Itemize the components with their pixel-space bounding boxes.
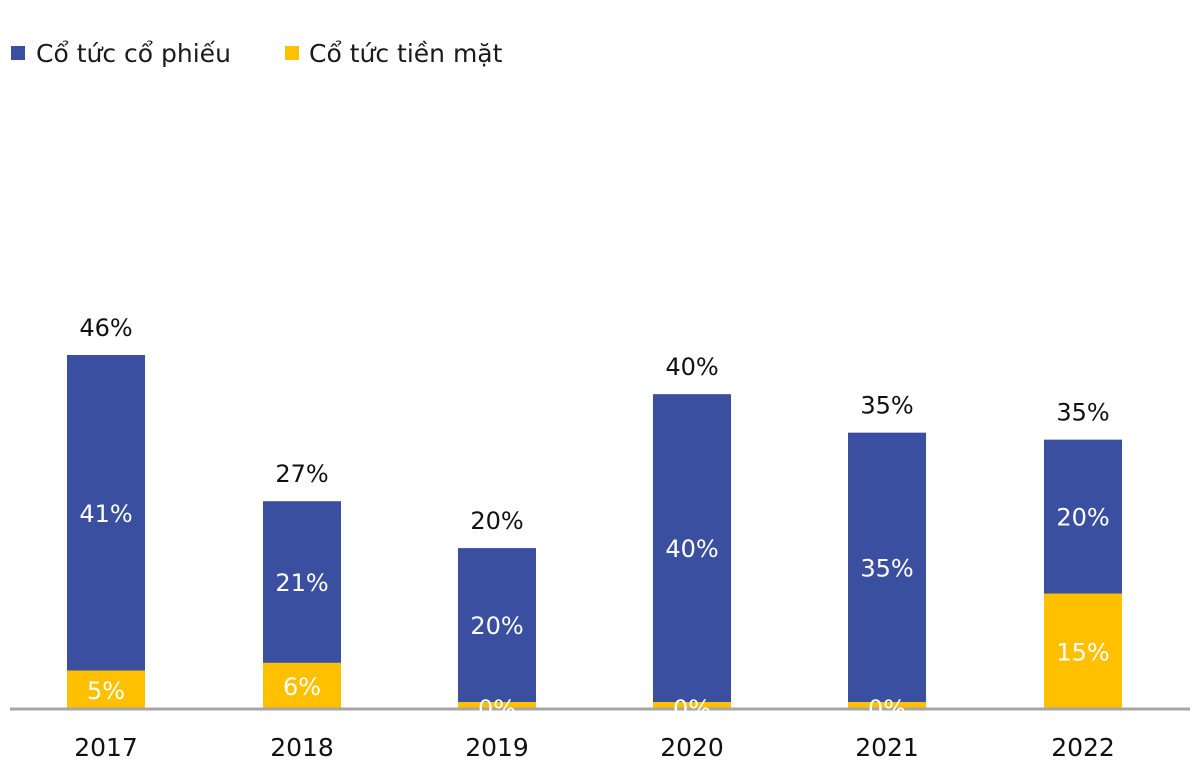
stock-value-label-2020: 40% <box>665 535 718 563</box>
stock-value-label-2018: 21% <box>275 569 328 597</box>
stock-value-label-2022: 20% <box>1056 504 1109 532</box>
bar-stock-2019 <box>458 548 536 702</box>
cash-value-label-2021: 0% <box>868 695 906 723</box>
stock-value-label-2017: 41% <box>79 500 132 528</box>
legend: Cổ tức cổ phiếu Cổ tức tiền mặt <box>11 39 503 68</box>
bar-cash-2021 <box>848 702 926 709</box>
bar-stock-2021 <box>848 432 926 702</box>
cash-value-label-2019: 0% <box>478 695 516 723</box>
legend-label-2: Cổ tức tiền mặt <box>309 39 503 68</box>
cash-value-label-2022: 15% <box>1056 638 1109 666</box>
bar-cash-2022 <box>1044 593 1122 709</box>
x-axis-ticks: 2017 2018 2019 2020 2021 2022 <box>74 733 1115 762</box>
x-tick-2018: 2018 <box>270 733 334 762</box>
x-tick-2017: 2017 <box>74 733 138 762</box>
legend-swatch-2 <box>285 46 299 60</box>
bar-stock-2017 <box>67 355 145 671</box>
bar-stock-2022 <box>1044 439 1122 594</box>
total-label-2020: 40% <box>665 353 718 381</box>
legend-swatch-1 <box>11 46 25 60</box>
x-tick-2020: 2020 <box>660 733 724 762</box>
x-tick-2022: 2022 <box>1051 733 1115 762</box>
cash-value-label-2017: 5% <box>87 677 125 705</box>
total-label-2018: 27% <box>275 460 328 488</box>
bar-stock-2020 <box>653 394 731 702</box>
total-label-2022: 35% <box>1056 399 1109 427</box>
total-label-2021: 35% <box>860 392 913 420</box>
bar-cash-2020 <box>653 702 731 709</box>
legend-label-1: Cổ tức cổ phiếu <box>36 39 231 68</box>
bar-cash-2019 <box>458 702 536 709</box>
stock-value-label-2019: 20% <box>470 612 523 640</box>
cash-value-label-2020: 0% <box>673 695 711 723</box>
cash-value-label-2018: 6% <box>283 673 321 701</box>
total-label-2019: 20% <box>470 507 523 535</box>
x-tick-2021: 2021 <box>855 733 919 762</box>
bar-cash-2018 <box>263 662 341 709</box>
bar-cash-2017 <box>67 670 145 709</box>
bars <box>67 355 1122 709</box>
bar-stock-2018 <box>263 501 341 663</box>
x-tick-2019: 2019 <box>465 733 529 762</box>
stock-value-label-2021: 35% <box>860 554 913 582</box>
total-label-2017: 46% <box>79 314 132 342</box>
data-labels: 41% 5% 46% 21% 6% 27% 20% 0% 20% 40% 0% 40% 35% 0% 35%… <box>79 314 1109 723</box>
